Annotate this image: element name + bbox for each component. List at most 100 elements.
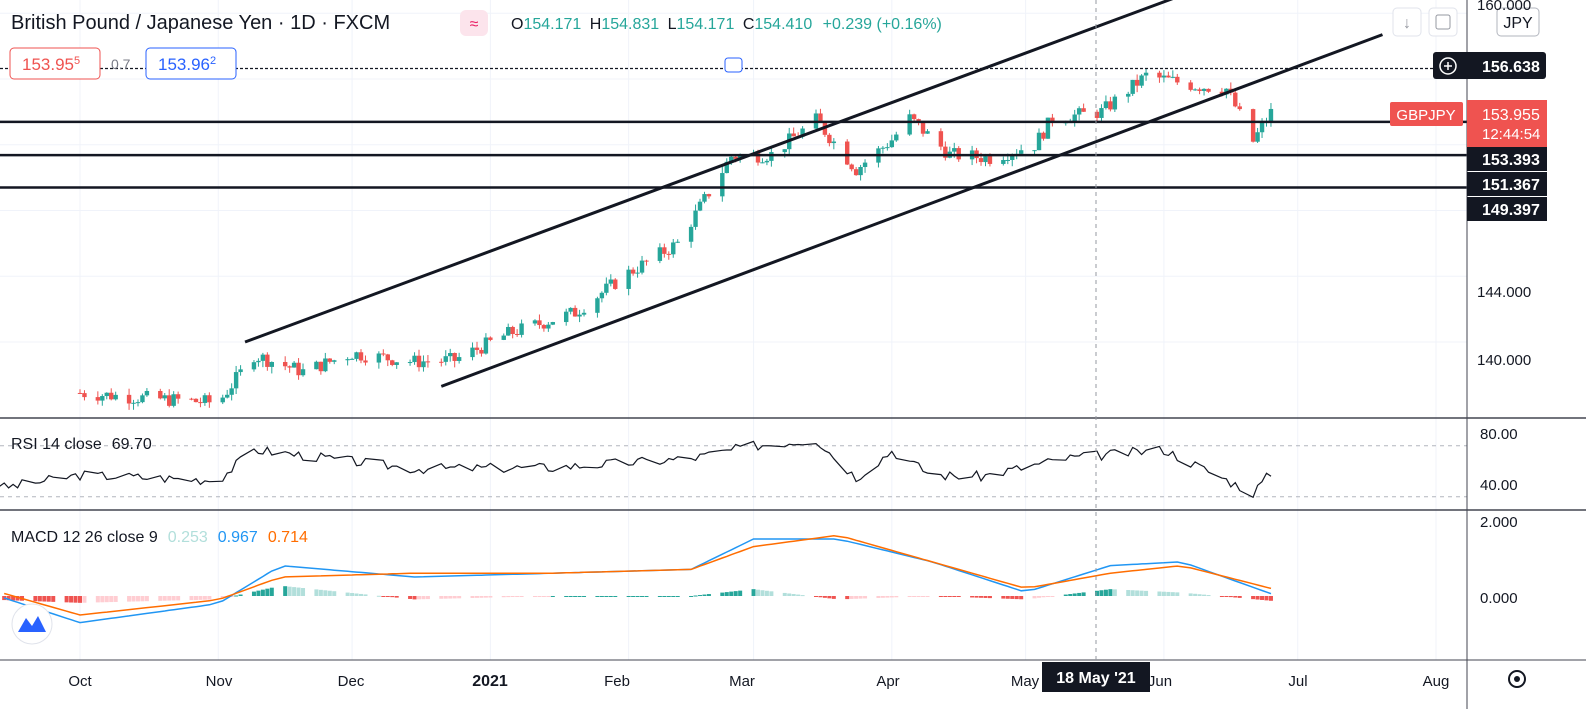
crosshair-handle[interactable] bbox=[724, 57, 743, 73]
candle-body bbox=[416, 355, 422, 368]
time-label: Nov bbox=[206, 673, 233, 690]
macd-histogram-bar bbox=[595, 596, 600, 597]
macd-histogram-bar bbox=[666, 596, 671, 597]
macd-histogram-bar bbox=[880, 596, 885, 598]
tradingview-logo[interactable] bbox=[11, 603, 53, 645]
macd-histogram-bar bbox=[1005, 596, 1010, 599]
candle-body bbox=[412, 355, 417, 363]
candle-body bbox=[1201, 88, 1207, 91]
macd-histogram-bar bbox=[359, 593, 364, 596]
macd-histogram-bar bbox=[1228, 596, 1233, 598]
candle-body bbox=[483, 337, 489, 354]
add-plus-icon[interactable] bbox=[1439, 57, 1457, 75]
macd-histogram-bar bbox=[100, 596, 105, 603]
macd-histogram-bar bbox=[33, 596, 38, 602]
crosshair-price-badge bbox=[1433, 52, 1546, 79]
candle-body bbox=[327, 358, 332, 362]
fullscreen-button[interactable] bbox=[1428, 7, 1458, 37]
macd-histogram-bar bbox=[327, 590, 332, 596]
candle-body bbox=[862, 162, 868, 168]
macd-histogram-bar bbox=[229, 596, 234, 597]
macd-histogram-bar bbox=[1063, 594, 1068, 596]
candle-body bbox=[662, 247, 667, 254]
candle-body bbox=[144, 390, 150, 396]
candle-body bbox=[296, 362, 301, 376]
buy-button[interactable] bbox=[145, 47, 237, 80]
candle-body bbox=[1005, 159, 1010, 161]
settings-gear-icon[interactable] bbox=[1508, 670, 1526, 688]
candle-body bbox=[198, 402, 203, 404]
macd-histogram-bar bbox=[1224, 596, 1229, 597]
currency-button[interactable] bbox=[1496, 7, 1540, 37]
candle-body bbox=[693, 210, 698, 227]
candle-body bbox=[425, 361, 431, 363]
horizontal-levels bbox=[0, 67, 1467, 189]
candle-body bbox=[755, 152, 761, 163]
macd-histogram-bar bbox=[515, 596, 520, 597]
candle-body bbox=[1010, 155, 1015, 160]
macd-histogram-bar bbox=[1135, 590, 1140, 596]
sell-button[interactable] bbox=[9, 47, 101, 80]
macd-histogram-bar bbox=[1037, 596, 1042, 598]
candle-body bbox=[1170, 76, 1176, 78]
candle-body bbox=[541, 325, 547, 329]
macd-histogram-bar bbox=[46, 596, 51, 602]
candle-body bbox=[1259, 122, 1265, 133]
macd-histogram-bar bbox=[831, 596, 836, 599]
macd-histogram-bar bbox=[412, 596, 417, 600]
chart-grid bbox=[0, 0, 1467, 660]
macd-histogram-bar bbox=[234, 595, 239, 597]
price-scale-ticks: 160.000 144.000 140.000 bbox=[1477, 0, 1531, 369]
macd-histogram-bar bbox=[813, 596, 818, 597]
macd-histogram-bar bbox=[550, 596, 555, 597]
macd-histogram-bar bbox=[354, 593, 359, 596]
candle-body bbox=[688, 226, 694, 242]
candle-body bbox=[158, 390, 163, 399]
candle-body bbox=[1045, 117, 1051, 139]
candle-body bbox=[510, 326, 515, 334]
macd-histogram-bar bbox=[1072, 593, 1077, 596]
time-axis[interactable]: Oct Nov Dec 2021 Feb Mar Apr May Jun Jul… bbox=[68, 662, 1449, 692]
candle-body bbox=[131, 402, 136, 404]
macd-histogram-bar bbox=[260, 589, 265, 596]
macd-histogram-bar bbox=[764, 590, 769, 596]
macd-histogram-bar bbox=[64, 596, 69, 603]
macd-histogram-bar bbox=[635, 596, 640, 597]
candle-body bbox=[514, 333, 520, 335]
candle-body bbox=[639, 260, 645, 273]
macd-histogram-bar bbox=[782, 592, 787, 596]
macd-histogram-bar bbox=[104, 596, 109, 603]
candle-body bbox=[1139, 75, 1144, 86]
candle-body bbox=[126, 394, 132, 404]
macd-histogram-bar bbox=[1041, 596, 1046, 598]
symbol-badge bbox=[1390, 102, 1463, 126]
last-price: 153.955 bbox=[1482, 107, 1540, 124]
candle-body bbox=[737, 154, 743, 159]
market-status-icon[interactable] bbox=[460, 10, 488, 36]
candle-body bbox=[443, 356, 448, 362]
macd-histogram-bar bbox=[11, 596, 16, 601]
logo-mark-icon bbox=[18, 616, 46, 632]
level-price: 153.393 bbox=[1482, 152, 1540, 169]
macd-histogram-bar bbox=[109, 596, 114, 603]
candle-body bbox=[100, 396, 105, 401]
candle-body bbox=[885, 147, 890, 149]
macd-histogram-bar bbox=[69, 596, 74, 603]
rsi-tick: 80.00 bbox=[1480, 426, 1518, 443]
symbol-title[interactable]: British Pound / Japanese Yen · 1D · FXCM bbox=[11, 12, 390, 34]
macd-histogram-bar bbox=[37, 596, 42, 602]
candle-body bbox=[532, 320, 538, 324]
macd-histogram-bar bbox=[510, 596, 515, 597]
candle-body bbox=[202, 395, 208, 403]
scroll-down-button[interactable] bbox=[1392, 7, 1422, 37]
macd-histogram-bar bbox=[519, 596, 524, 597]
candle-body bbox=[1233, 92, 1238, 107]
macd-histogram-bar bbox=[1268, 596, 1273, 601]
macd-histogram-bar bbox=[947, 596, 952, 597]
candle-body bbox=[911, 114, 917, 120]
macd-histogram-bar bbox=[1233, 596, 1238, 598]
candle-body bbox=[233, 372, 239, 389]
macd-histogram-bar bbox=[345, 592, 350, 596]
macd-histogram-bar bbox=[135, 596, 140, 602]
